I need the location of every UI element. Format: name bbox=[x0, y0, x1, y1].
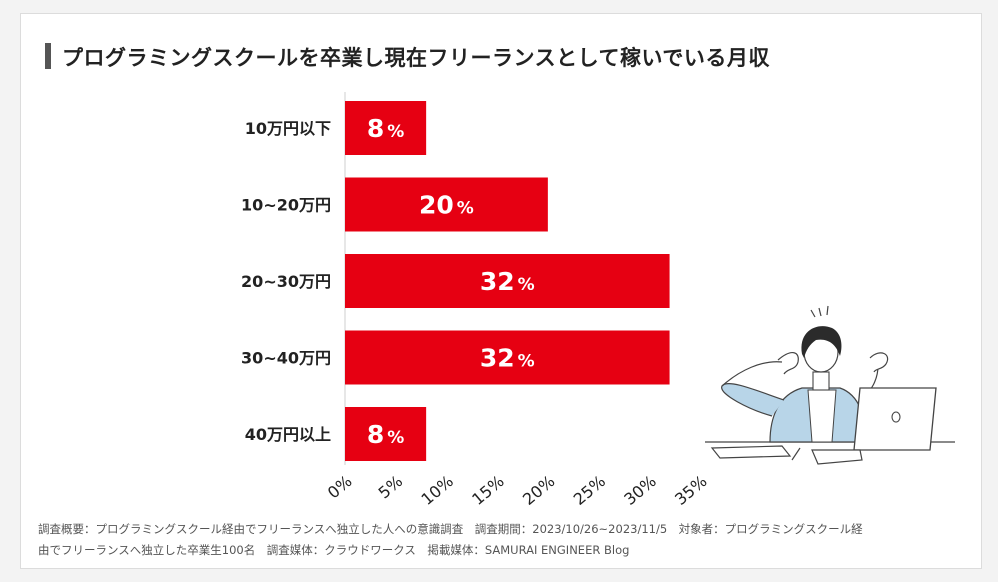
x-tick-label: 20% bbox=[519, 472, 558, 509]
bar bbox=[345, 101, 427, 155]
x-tick-label: 15% bbox=[468, 472, 507, 509]
bar-value-label: 32% bbox=[480, 267, 535, 296]
x-tick-label: 25% bbox=[570, 472, 609, 509]
bar-value-label: 20% bbox=[419, 191, 474, 220]
chart-title: プログラミングスクールを卒業し現在フリーランスとして稼いでいる月収 bbox=[62, 46, 770, 70]
category-label: 40万円以上 bbox=[245, 425, 331, 444]
bar bbox=[345, 254, 670, 308]
bar-value-label: 8% bbox=[367, 420, 404, 449]
bar-value-label: 8% bbox=[367, 114, 404, 143]
footnote-line-2: 由でフリーランスへ独立した卒業生100名 調査媒体：クラウドワークス 掲載媒体：… bbox=[38, 543, 630, 557]
survey-footnote: 調査概要：プログラミングスクール経由でフリーランスへ独立した人への意識調査 調査… bbox=[38, 519, 963, 561]
title-accent-bar bbox=[45, 43, 51, 69]
bar bbox=[345, 407, 427, 461]
footnote-line-1: 調査概要：プログラミングスクール経由でフリーランスへ独立した人への意識調査 調査… bbox=[38, 522, 863, 536]
woman-laptop-illustration bbox=[705, 305, 955, 465]
bar bbox=[345, 330, 670, 385]
category-label: 30~40万円 bbox=[241, 349, 331, 368]
category-label: 10~20万円 bbox=[241, 196, 331, 215]
x-tick-label: 5% bbox=[375, 472, 407, 503]
x-tick-label: 10% bbox=[418, 472, 457, 509]
bar bbox=[345, 177, 548, 232]
category-label: 10万円以下 bbox=[245, 119, 331, 138]
bar-value-label: 32% bbox=[480, 344, 535, 373]
category-label: 20~30万円 bbox=[241, 272, 331, 291]
x-tick-label: 0% bbox=[324, 472, 356, 503]
x-tick-label: 30% bbox=[620, 472, 659, 509]
